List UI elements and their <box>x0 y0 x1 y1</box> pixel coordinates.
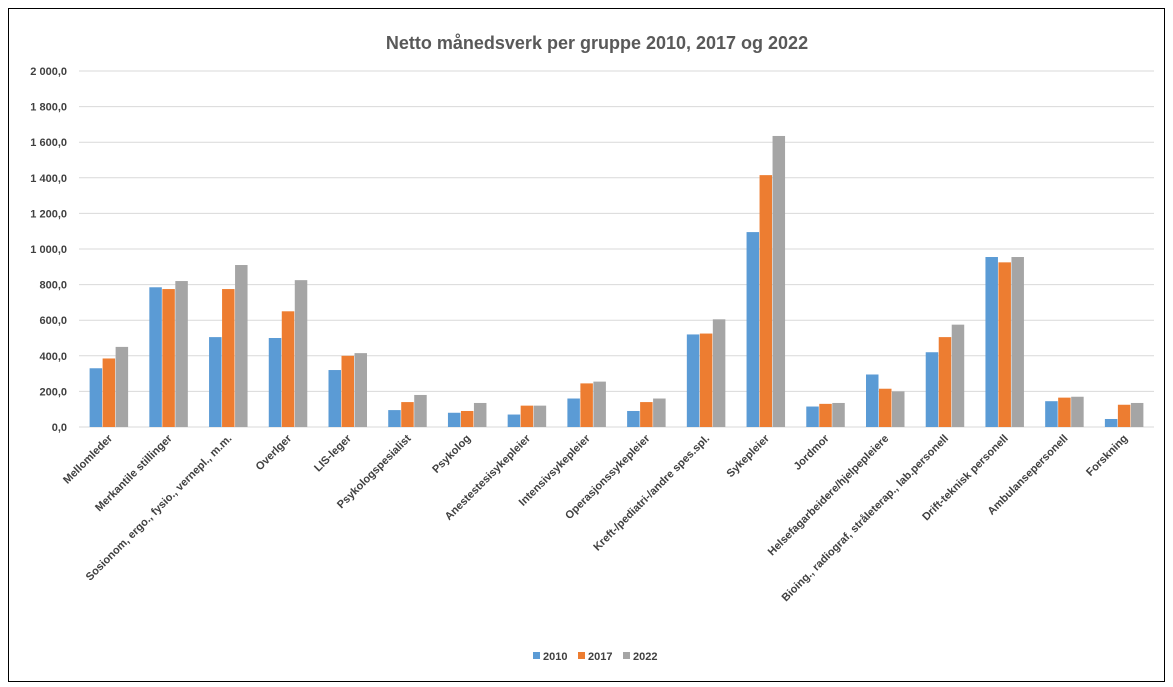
bar-2017 <box>520 405 534 427</box>
gridlines <box>79 70 1154 428</box>
bar-2010 <box>1104 418 1118 427</box>
x-category-label: Overlger <box>254 432 295 473</box>
chart-svg: Netto månedsverk per gruppe 2010, 2017 o… <box>30 33 1154 663</box>
bar-2017 <box>222 289 235 427</box>
bar-2017 <box>879 388 892 427</box>
bar-2010 <box>388 410 401 427</box>
y-tick-label: 1 600,0 <box>30 137 67 149</box>
bar-2022 <box>294 280 308 427</box>
y-tick-label: 1 800,0 <box>30 102 67 114</box>
bar-2017 <box>640 402 653 427</box>
y-tick-label: 800,0 <box>39 280 67 292</box>
y-tick-label: 1 200,0 <box>30 208 67 220</box>
legend-label: 2010 <box>543 651 567 663</box>
y-tick-label: 1 400,0 <box>30 173 67 185</box>
legend-swatch <box>533 652 540 659</box>
bar-2017 <box>938 337 952 427</box>
bar-2010 <box>149 287 162 427</box>
x-category-label: Psykolog <box>430 433 473 476</box>
bar-2010 <box>806 406 819 427</box>
bar-2010 <box>1045 401 1058 427</box>
bar-2017 <box>162 289 175 427</box>
bar-2022 <box>593 381 606 427</box>
x-category-label: Helsefagarbeidere/hjelpepleiere <box>766 433 892 559</box>
bar-2017 <box>819 403 832 427</box>
bar-2010 <box>447 412 461 427</box>
bar-2022 <box>533 405 547 427</box>
bar-2022 <box>712 319 726 427</box>
bar-2022 <box>653 398 666 427</box>
bar-2022 <box>1130 402 1144 427</box>
legend-label: 2017 <box>588 651 612 663</box>
bar-2022 <box>473 402 487 427</box>
bar-2010 <box>567 398 580 427</box>
bar-2022 <box>175 281 188 427</box>
y-tick-label: 600,0 <box>39 315 67 327</box>
bar-2022 <box>354 353 367 427</box>
bar-2010 <box>866 374 879 427</box>
legend: 2010 2017 2022 <box>533 651 657 663</box>
y-tick-label: 2 000,0 <box>30 66 67 78</box>
bar-2022 <box>951 324 965 427</box>
x-category-label: Mellomleder <box>61 432 115 486</box>
bar-2010 <box>746 232 760 427</box>
bar-2017 <box>341 355 354 427</box>
legend-label: 2022 <box>633 651 657 663</box>
bar-2022 <box>1011 257 1024 427</box>
chart-frame: Netto månedsverk per gruppe 2010, 2017 o… <box>8 8 1165 682</box>
bar-2017 <box>998 262 1011 427</box>
bars <box>89 135 1144 427</box>
bar-2017 <box>1117 404 1131 427</box>
chart-title: Netto månedsverk per gruppe 2010, 2017 o… <box>386 33 808 53</box>
bar-2022 <box>832 402 845 427</box>
bar-2022 <box>1071 396 1084 427</box>
bar-2017 <box>759 175 773 427</box>
bar-2010 <box>985 257 998 427</box>
y-tick-label: 1 000,0 <box>30 244 67 256</box>
bar-2010 <box>89 368 103 427</box>
bar-2017 <box>401 402 414 427</box>
legend-swatch <box>623 652 630 659</box>
bar-2010 <box>686 334 700 427</box>
bar-2017 <box>580 383 593 427</box>
y-tick-label: 200,0 <box>39 386 67 398</box>
bar-2022 <box>235 265 248 427</box>
bar-2010 <box>209 337 222 427</box>
bar-2017 <box>699 333 713 427</box>
x-category-label: Kreft-/pediatri-/andre spes.spl. <box>591 433 712 554</box>
bar-2010 <box>507 414 521 427</box>
y-tick-label: 400,0 <box>39 351 67 363</box>
bar-2010 <box>268 338 282 427</box>
bar-2010 <box>925 352 939 427</box>
bar-2017 <box>1058 397 1071 427</box>
x-category-label: Jordmor <box>792 432 833 473</box>
bar-2017 <box>460 410 474 427</box>
x-category-label: Sykepleier <box>725 432 773 480</box>
bar-2022 <box>115 346 129 427</box>
bar-2017 <box>281 311 295 427</box>
bar-2017 <box>102 358 116 427</box>
legend-swatch <box>578 652 585 659</box>
bar-2010 <box>328 370 341 427</box>
bar-2022 <box>772 135 786 427</box>
x-category-label: Forskning <box>1084 433 1130 479</box>
x-category-label: LIS-leger <box>312 432 354 474</box>
y-axis-ticks: 0,0 200,0 400,0 600,0 800,0 1 000,0 1 200,0 1 4… <box>30 66 67 434</box>
y-tick-label: 0,0 <box>52 422 67 434</box>
bar-2010 <box>627 410 640 427</box>
bar-2022 <box>414 394 427 427</box>
bar-2022 <box>892 391 905 427</box>
